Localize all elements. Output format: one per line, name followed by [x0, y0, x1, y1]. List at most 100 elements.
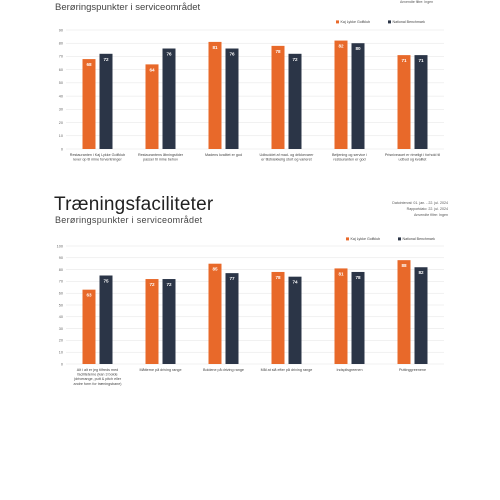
category-label: Måtterne på driving range [139, 368, 181, 372]
bar [225, 48, 239, 150]
data-label: 64 [149, 67, 155, 72]
category-label: (driverange, putt & pitch eller [74, 377, 122, 381]
category-label: udbud og kvalitet [399, 158, 427, 162]
bar [162, 279, 176, 364]
legend-swatch [346, 237, 349, 241]
category-label: faciliteterne (kan 3 bolde [77, 373, 117, 377]
legend-swatch [388, 20, 391, 24]
data-label: 81 [338, 271, 344, 276]
report-date-text: Rapportdato: 22. jul. 2024 [406, 207, 448, 211]
data-label: 71 [401, 58, 407, 63]
bar [288, 53, 302, 149]
bar [271, 45, 285, 149]
bar [334, 40, 348, 150]
y-tick-label: 0 [61, 147, 63, 151]
data-label: 72 [292, 57, 298, 62]
data-label: 71 [418, 58, 424, 63]
y-tick-label: 10 [59, 351, 63, 355]
category-label: Boldene på driving range [203, 368, 244, 372]
bar [208, 263, 222, 364]
section-subtitle: Berøringspunkter i serviceområdet [55, 215, 203, 225]
legend-label: Kaj Lykke Golfklub [351, 237, 381, 241]
category-label: passer til mine behov [143, 158, 178, 162]
y-tick-label: 100 [57, 244, 63, 248]
section-title: Træningsfaciliteter [54, 194, 214, 215]
category-label: restauranten er god [333, 158, 365, 162]
category-label: Prisniveauet er rimeligt i forhold til [385, 153, 441, 157]
legend-swatch [336, 20, 339, 24]
data-label: 76 [229, 52, 235, 57]
category-label: Betjening og service i [332, 153, 367, 157]
bar [397, 260, 411, 364]
bar [271, 271, 285, 364]
bar [99, 53, 113, 149]
category-label: Puttinggreenene [399, 368, 426, 372]
category-label: Restaurantens åbningstider [138, 153, 184, 157]
category-label: Alt i alt er jeg tilfreds med [77, 368, 118, 372]
bar [225, 273, 239, 364]
legend-swatch [398, 237, 401, 241]
y-tick-label: 90 [59, 28, 63, 32]
y-tick-label: 60 [59, 68, 63, 72]
bar [145, 64, 159, 149]
bar [82, 59, 96, 149]
bar [414, 267, 428, 364]
bar [288, 276, 302, 364]
data-label: 74 [292, 280, 298, 285]
bar [351, 271, 365, 364]
bar [162, 48, 176, 150]
y-tick-label: 20 [59, 121, 63, 125]
category-label: andre form for træningsbane) [74, 382, 122, 386]
bar [145, 279, 159, 364]
top-filter-text: Anvendte filtre: Ingen [400, 0, 434, 4]
data-label: 75 [103, 279, 109, 284]
y-tick-label: 20 [59, 339, 63, 343]
bar [334, 268, 348, 364]
data-label: 88 [401, 263, 407, 268]
category-label: Udbuddet af mad- og drikkevarer [260, 153, 315, 157]
data-label: 77 [229, 276, 235, 281]
category-label: Madens kvalitet er god [205, 153, 242, 157]
data-label: 76 [166, 52, 172, 57]
bar [82, 289, 96, 364]
y-tick-label: 30 [59, 327, 63, 331]
data-label: 81 [212, 45, 218, 50]
data-label: 72 [149, 282, 155, 287]
y-tick-label: 50 [59, 81, 63, 85]
y-tick-label: 60 [59, 292, 63, 296]
data-label: 72 [166, 282, 172, 287]
y-tick-label: 90 [59, 256, 63, 260]
data-label: 82 [418, 270, 424, 275]
data-label: 63 [86, 293, 92, 298]
category-label: Mål at slå efter på driving range [261, 368, 313, 372]
bar [351, 43, 365, 149]
bar [208, 41, 222, 149]
data-label: 78 [275, 275, 281, 280]
top-chart-subtitle: Berøringspunkter i serviceområdet [55, 2, 201, 13]
data-label: 68 [86, 62, 92, 67]
bar [397, 55, 411, 149]
y-tick-label: 30 [59, 108, 63, 112]
category-label: Restauranten i Kaj Lykke Golfklub [70, 153, 125, 157]
category-label: lever op til mine forventninger [73, 158, 122, 162]
y-tick-label: 10 [59, 134, 63, 138]
legend-label: Kaj Lykke Golfklub [341, 20, 371, 24]
data-label: 80 [355, 46, 361, 51]
data-label: 78 [275, 49, 281, 54]
date-range-text: Datointerval: 01. jan. - 22. jul. 2024 [392, 201, 448, 205]
data-label: 72 [103, 57, 109, 62]
filter-text: Anvendte filtre: Ingen [414, 213, 448, 217]
category-label: er tilstrækkelig stort og varieret [261, 158, 311, 162]
y-tick-label: 80 [59, 268, 63, 272]
y-tick-label: 40 [59, 315, 63, 319]
legend-label: National Benchmark [393, 20, 426, 24]
y-tick-label: 70 [59, 55, 63, 59]
data-label: 82 [338, 44, 344, 49]
data-label: 78 [355, 275, 361, 280]
bar [414, 55, 428, 149]
bar [99, 275, 113, 364]
legend-label: National Benchmark [403, 237, 436, 241]
y-tick-label: 80 [59, 42, 63, 46]
